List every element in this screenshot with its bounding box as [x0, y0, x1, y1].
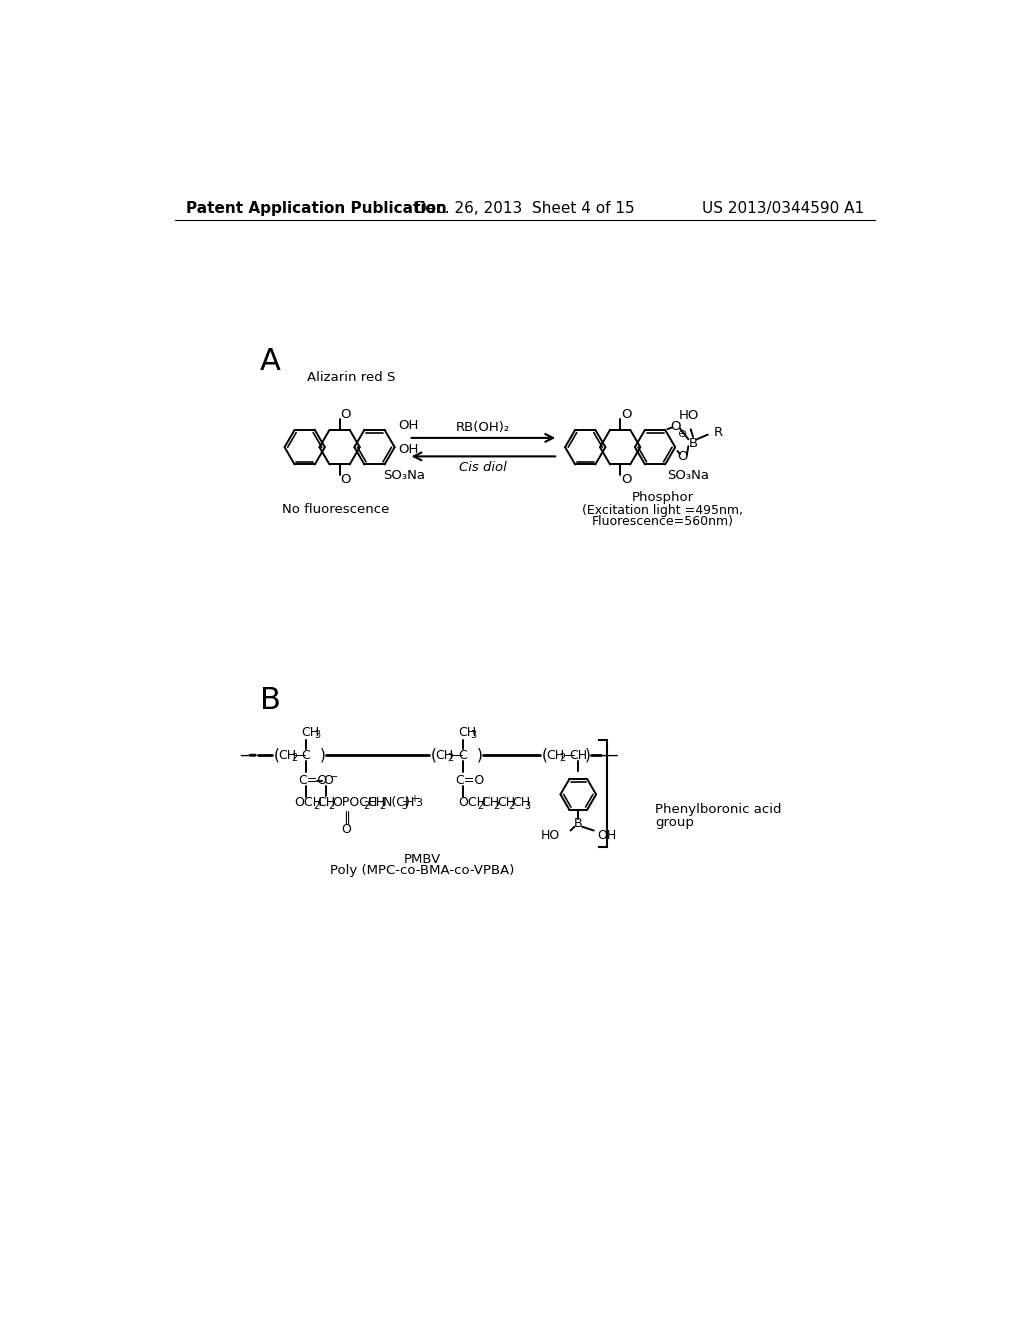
- Text: C=O: C=O: [299, 774, 328, 787]
- Text: —: —: [451, 748, 463, 762]
- Text: (: (: [273, 747, 280, 763]
- Text: 2: 2: [559, 754, 565, 763]
- Text: CH: CH: [547, 748, 564, 762]
- Text: 2: 2: [447, 754, 454, 763]
- Text: —: —: [562, 748, 574, 762]
- Text: CH: CH: [497, 796, 515, 809]
- Text: CH: CH: [317, 796, 335, 809]
- Text: HO: HO: [679, 409, 699, 422]
- Text: 2: 2: [291, 754, 297, 763]
- Text: CH: CH: [435, 748, 453, 762]
- Text: 3: 3: [415, 797, 422, 808]
- Text: Dec. 26, 2013  Sheet 4 of 15: Dec. 26, 2013 Sheet 4 of 15: [415, 201, 635, 216]
- Text: OCH: OCH: [294, 796, 322, 809]
- Text: Patent Application Publication: Patent Application Publication: [186, 201, 446, 216]
- Text: OPOCH: OPOCH: [333, 796, 378, 809]
- Text: O: O: [341, 474, 351, 486]
- Text: C=O: C=O: [455, 774, 484, 787]
- Text: 2: 2: [477, 801, 483, 810]
- Text: CH: CH: [458, 726, 476, 739]
- Text: +: +: [410, 795, 418, 804]
- Text: 2: 2: [379, 801, 385, 810]
- Text: ): ): [321, 747, 326, 763]
- Text: C: C: [302, 748, 310, 762]
- Text: SO₃Na: SO₃Na: [383, 469, 425, 482]
- Text: RB(OH)₂: RB(OH)₂: [457, 421, 511, 434]
- Text: Fluorescence=560nm): Fluorescence=560nm): [592, 515, 734, 528]
- Text: 3: 3: [524, 801, 530, 810]
- Text: 3: 3: [314, 730, 321, 741]
- Text: Poly (MPC-co-BMA-co-VPBA): Poly (MPC-co-BMA-co-VPBA): [331, 865, 515, 878]
- Text: ): ): [406, 796, 411, 809]
- Text: CH: CH: [302, 726, 319, 739]
- Text: OH: OH: [597, 829, 616, 842]
- Text: O: O: [622, 474, 632, 486]
- Text: CH: CH: [481, 796, 500, 809]
- Text: N(CH: N(CH: [383, 796, 416, 809]
- Text: 2: 2: [329, 801, 335, 810]
- Text: O: O: [671, 420, 681, 433]
- Text: 2: 2: [493, 801, 500, 810]
- Text: Alizarin red S: Alizarin red S: [307, 371, 395, 384]
- Text: No fluorescence: No fluorescence: [282, 503, 389, 516]
- Text: SO₃Na: SO₃Na: [667, 469, 709, 482]
- Text: 2: 2: [364, 801, 370, 810]
- Text: group: group: [655, 816, 694, 829]
- Text: Phenylboronic acid: Phenylboronic acid: [655, 804, 781, 816]
- Text: Cis diol: Cis diol: [460, 461, 507, 474]
- Text: 2: 2: [509, 801, 515, 810]
- Text: O: O: [678, 450, 688, 463]
- Text: (Excitation light =495nm,: (Excitation light =495nm,: [583, 504, 743, 517]
- Text: OCH: OCH: [458, 796, 486, 809]
- Text: —: —: [601, 746, 617, 764]
- Text: ∥: ∥: [343, 812, 350, 825]
- Text: OH: OH: [398, 418, 419, 432]
- Text: US 2013/0344590 A1: US 2013/0344590 A1: [702, 201, 864, 216]
- Text: 2: 2: [313, 801, 319, 810]
- Text: −: −: [330, 772, 338, 781]
- Text: OH: OH: [398, 444, 419, 455]
- Text: ): ): [477, 747, 482, 763]
- Text: PMBV: PMBV: [403, 853, 441, 866]
- Text: CH: CH: [569, 748, 588, 762]
- Text: —: —: [294, 748, 306, 762]
- Text: (: (: [542, 747, 548, 763]
- Text: 3: 3: [471, 730, 477, 741]
- Text: B: B: [688, 437, 697, 450]
- Text: B: B: [574, 817, 583, 830]
- Text: CH: CH: [512, 796, 530, 809]
- Text: CH: CH: [368, 796, 386, 809]
- Text: CH: CH: [279, 748, 297, 762]
- Text: B: B: [260, 686, 281, 715]
- Text: A: A: [260, 347, 281, 376]
- Text: Phosphor: Phosphor: [632, 491, 694, 504]
- Text: 3: 3: [401, 801, 408, 810]
- Text: ⊖: ⊖: [678, 429, 688, 438]
- Text: HO: HO: [541, 829, 560, 842]
- Text: ): ): [586, 747, 591, 763]
- Text: —: —: [240, 746, 256, 764]
- Text: O: O: [342, 822, 351, 836]
- Text: O: O: [622, 408, 632, 421]
- Text: (: (: [430, 747, 436, 763]
- Text: O: O: [341, 408, 351, 421]
- Text: O: O: [324, 774, 333, 787]
- Text: C: C: [458, 748, 467, 762]
- Text: R: R: [714, 426, 723, 438]
